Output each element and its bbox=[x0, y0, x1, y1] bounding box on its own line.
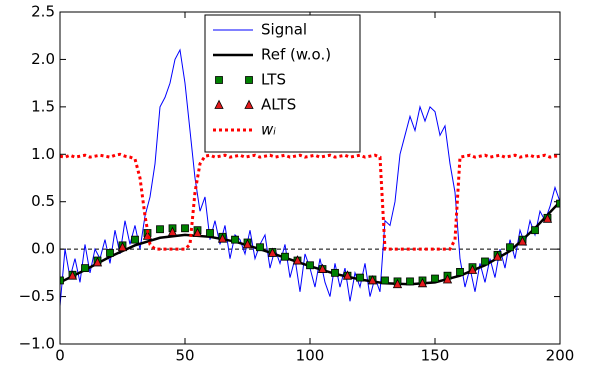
marker bbox=[417, 277, 428, 288]
legend-swatch bbox=[214, 99, 224, 109]
legend-swatch bbox=[245, 76, 253, 84]
marker bbox=[306, 261, 314, 270]
x-tick-label: 0 bbox=[55, 347, 65, 365]
marker bbox=[342, 270, 353, 280]
marker bbox=[242, 239, 253, 249]
marker bbox=[81, 264, 89, 273]
marker bbox=[556, 199, 560, 208]
marker bbox=[381, 276, 389, 285]
legend-label: LTS bbox=[261, 71, 286, 89]
marker bbox=[106, 249, 114, 257]
x-tick-label: 200 bbox=[546, 347, 575, 365]
legend-swatch bbox=[244, 99, 254, 109]
marker bbox=[317, 263, 328, 273]
marker bbox=[431, 274, 439, 283]
y-tick-label: 0.5 bbox=[31, 192, 55, 210]
x-tick-label: 50 bbox=[175, 347, 194, 365]
marker bbox=[192, 227, 203, 237]
x-tick-label: 100 bbox=[296, 347, 325, 365]
marker bbox=[60, 276, 64, 285]
marker bbox=[206, 229, 214, 237]
y-tick-label: 2.0 bbox=[31, 50, 55, 68]
marker bbox=[231, 235, 239, 244]
legend-label: ALTS bbox=[261, 96, 296, 114]
y-tick-label: 1.5 bbox=[31, 97, 55, 115]
marker bbox=[256, 243, 264, 252]
marker bbox=[131, 235, 139, 244]
marker bbox=[531, 226, 539, 235]
marker bbox=[506, 243, 514, 252]
legend-label: Ref (w.o.) bbox=[261, 46, 331, 64]
y-tick-label: −1.0 bbox=[19, 335, 55, 353]
marker bbox=[442, 274, 453, 284]
marker bbox=[456, 268, 464, 276]
marker bbox=[92, 257, 103, 267]
x-tick-label: 150 bbox=[421, 347, 450, 365]
series-line bbox=[60, 152, 560, 251]
legend-label: Signal bbox=[261, 21, 307, 39]
marker bbox=[392, 278, 403, 289]
legend-label: wᵢ bbox=[261, 121, 276, 139]
y-tick-label: 1.0 bbox=[31, 145, 55, 163]
marker bbox=[331, 268, 339, 277]
marker bbox=[542, 213, 553, 223]
marker bbox=[406, 277, 414, 286]
marker bbox=[492, 251, 503, 261]
legend-box bbox=[204, 14, 361, 153]
plot-area bbox=[60, 48, 560, 307]
marker bbox=[117, 241, 128, 252]
legend-swatch bbox=[215, 76, 223, 84]
marker bbox=[517, 236, 528, 246]
marker bbox=[217, 233, 228, 243]
marker bbox=[67, 270, 78, 280]
marker bbox=[181, 224, 189, 233]
marker bbox=[467, 264, 478, 274]
marker bbox=[281, 252, 289, 261]
y-tick-label: 0.0 bbox=[31, 240, 55, 258]
y-tick-label: 2.5 bbox=[31, 3, 55, 21]
marker bbox=[156, 225, 164, 234]
marker bbox=[367, 275, 378, 285]
y-tick-label: −0.5 bbox=[19, 287, 55, 305]
plot-frame bbox=[59, 11, 561, 345]
marker bbox=[292, 255, 303, 265]
marker bbox=[167, 226, 178, 236]
marker bbox=[481, 257, 489, 266]
marker bbox=[356, 273, 364, 282]
marker bbox=[267, 247, 278, 257]
